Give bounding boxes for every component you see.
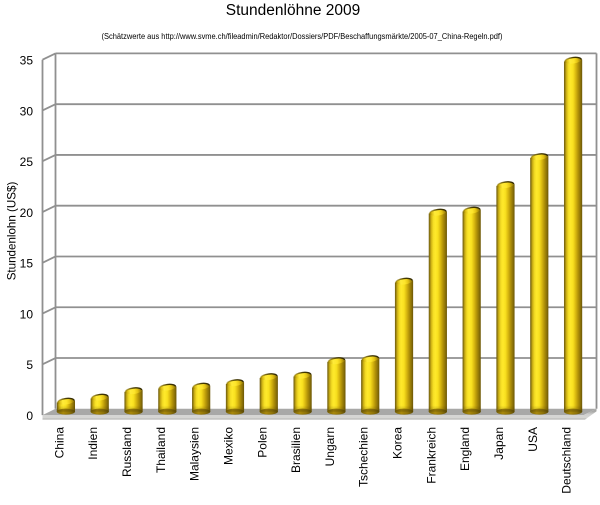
svg-text:England: England	[458, 427, 472, 471]
svg-text:Thailand: Thailand	[154, 427, 168, 473]
svg-text:35: 35	[20, 54, 34, 68]
svg-text:Indien: Indien	[86, 427, 100, 460]
svg-text:Malaysien: Malaysien	[188, 427, 202, 481]
svg-text:Deutschland: Deutschland	[560, 427, 574, 494]
svg-text:5: 5	[26, 358, 33, 372]
svg-text:Ungarn: Ungarn	[323, 427, 337, 466]
svg-text:(Schätzwerte aus http://www.sv: (Schätzwerte aus http://www.svme.ch/file…	[102, 32, 503, 41]
svg-text:Frankreich: Frankreich	[424, 427, 438, 484]
svg-text:20: 20	[20, 206, 34, 220]
svg-text:Stundenlohn (US$): Stundenlohn (US$)	[6, 182, 19, 281]
svg-text:Mexiko: Mexiko	[222, 427, 236, 465]
svg-text:15: 15	[20, 257, 34, 271]
svg-text:China: China	[52, 427, 66, 459]
svg-text:Brasilien: Brasilien	[289, 427, 303, 473]
svg-text:USA: USA	[526, 427, 540, 452]
svg-text:10: 10	[20, 307, 34, 321]
svg-text:Korea: Korea	[391, 427, 405, 459]
svg-text:Russland: Russland	[120, 427, 134, 477]
svg-text:Stundenlöhne 2009: Stundenlöhne 2009	[226, 2, 360, 19]
svg-text:Japan: Japan	[492, 427, 506, 460]
svg-text:Polen: Polen	[255, 427, 269, 458]
svg-text:Tschechien: Tschechien	[357, 427, 371, 487]
svg-text:25: 25	[20, 155, 34, 169]
svg-text:0: 0	[26, 409, 33, 423]
svg-text:30: 30	[20, 104, 34, 118]
